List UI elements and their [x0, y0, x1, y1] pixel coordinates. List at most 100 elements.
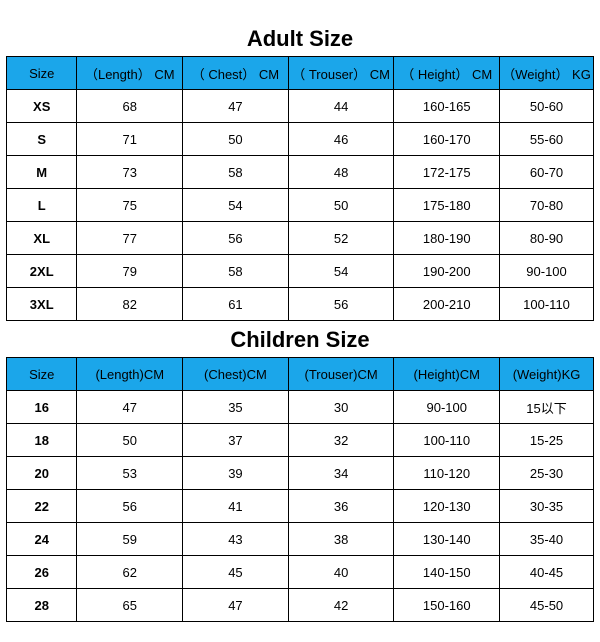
cell-value: 82: [77, 288, 183, 321]
cell-value: 130-140: [394, 523, 500, 556]
col-size: Size: [7, 358, 77, 391]
cell-value: 34: [288, 457, 394, 490]
cell-value: 200-210: [394, 288, 500, 321]
cell-value: 39: [183, 457, 289, 490]
table-row: L755450175-18070-80: [7, 189, 594, 222]
cell-value: 15以下: [500, 391, 594, 424]
cell-value: 47: [77, 391, 183, 424]
cell-value: 35: [183, 391, 289, 424]
cell-value: 45: [183, 556, 289, 589]
col-weight: (Weight)KG: [500, 358, 594, 391]
col-trouser: (Trouser)CM: [288, 358, 394, 391]
cell-value: 110-120: [394, 457, 500, 490]
cell-size: 16: [7, 391, 77, 424]
cell-value: 48: [288, 156, 394, 189]
cell-value: 15-25: [500, 424, 594, 457]
table-row: XS684744160-16550-60: [7, 90, 594, 123]
cell-value: 80-90: [500, 222, 594, 255]
adult-title: Adult Size: [6, 26, 594, 52]
cell-value: 65: [77, 589, 183, 622]
children-header-row: Size (Length)CM (Chest)CM (Trouser)CM (H…: [7, 358, 594, 391]
cell-value: 160-165: [394, 90, 500, 123]
cell-size: XS: [7, 90, 77, 123]
cell-value: 53: [77, 457, 183, 490]
cell-size: 2XL: [7, 255, 77, 288]
cell-value: 36: [288, 490, 394, 523]
cell-value: 75: [77, 189, 183, 222]
cell-size: 26: [7, 556, 77, 589]
cell-value: 56: [77, 490, 183, 523]
cell-value: 59: [77, 523, 183, 556]
cell-size: XL: [7, 222, 77, 255]
cell-value: 30-35: [500, 490, 594, 523]
cell-size: 20: [7, 457, 77, 490]
col-chest: (Chest)CM: [183, 358, 289, 391]
cell-value: 100-110: [394, 424, 500, 457]
cell-value: 61: [183, 288, 289, 321]
cell-value: 50-60: [500, 90, 594, 123]
table-row: 18503732100-11015-25: [7, 424, 594, 457]
table-row: 26624540140-15040-45: [7, 556, 594, 589]
children-size-table: Size (Length)CM (Chest)CM (Trouser)CM (H…: [6, 357, 594, 622]
cell-value: 32: [288, 424, 394, 457]
cell-value: 45-50: [500, 589, 594, 622]
col-height: (Height)CM: [394, 358, 500, 391]
cell-value: 50: [77, 424, 183, 457]
cell-value: 41: [183, 490, 289, 523]
cell-value: 40: [288, 556, 394, 589]
cell-size: 24: [7, 523, 77, 556]
cell-value: 180-190: [394, 222, 500, 255]
cell-value: 46: [288, 123, 394, 156]
cell-value: 140-150: [394, 556, 500, 589]
cell-value: 55-60: [500, 123, 594, 156]
cell-value: 54: [183, 189, 289, 222]
cell-value: 71: [77, 123, 183, 156]
cell-size: M: [7, 156, 77, 189]
cell-value: 30: [288, 391, 394, 424]
col-length: （Length） CM: [77, 57, 183, 90]
cell-value: 44: [288, 90, 394, 123]
table-row: 1647353090-10015以下: [7, 391, 594, 424]
table-row: M735848172-17560-70: [7, 156, 594, 189]
cell-value: 58: [183, 255, 289, 288]
cell-value: 56: [288, 288, 394, 321]
cell-size: L: [7, 189, 77, 222]
cell-size: 22: [7, 490, 77, 523]
adult-size-table: Size （Length） CM （ Chest） CM （ Trouser） …: [6, 56, 594, 321]
cell-value: 25-30: [500, 457, 594, 490]
cell-value: 100-110: [500, 288, 594, 321]
table-row: 20533934110-12025-30: [7, 457, 594, 490]
cell-value: 172-175: [394, 156, 500, 189]
cell-value: 90-100: [394, 391, 500, 424]
cell-value: 54: [288, 255, 394, 288]
cell-value: 90-100: [500, 255, 594, 288]
cell-value: 50: [183, 123, 289, 156]
cell-value: 79: [77, 255, 183, 288]
cell-value: 68: [77, 90, 183, 123]
cell-value: 58: [183, 156, 289, 189]
col-trouser: （ Trouser） CM: [288, 57, 394, 90]
cell-value: 77: [77, 222, 183, 255]
col-size: Size: [7, 57, 77, 90]
cell-value: 175-180: [394, 189, 500, 222]
table-row: 28654742150-16045-50: [7, 589, 594, 622]
cell-value: 42: [288, 589, 394, 622]
cell-value: 120-130: [394, 490, 500, 523]
col-weight: （Weight） KG: [500, 57, 594, 90]
cell-value: 160-170: [394, 123, 500, 156]
cell-value: 37: [183, 424, 289, 457]
cell-size: S: [7, 123, 77, 156]
cell-value: 40-45: [500, 556, 594, 589]
children-title: Children Size: [6, 327, 594, 353]
cell-value: 56: [183, 222, 289, 255]
cell-size: 18: [7, 424, 77, 457]
cell-size: 28: [7, 589, 77, 622]
cell-value: 73: [77, 156, 183, 189]
table-row: 3XL826156200-210100-110: [7, 288, 594, 321]
cell-value: 47: [183, 589, 289, 622]
col-height: （ Height） CM: [394, 57, 500, 90]
col-chest: （ Chest） CM: [183, 57, 289, 90]
cell-value: 60-70: [500, 156, 594, 189]
cell-value: 35-40: [500, 523, 594, 556]
cell-value: 52: [288, 222, 394, 255]
